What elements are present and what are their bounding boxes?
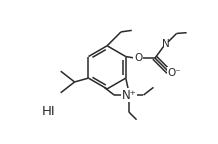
Text: HI: HI (42, 105, 55, 118)
Text: O: O (134, 53, 142, 63)
Text: N: N (162, 39, 170, 49)
Text: O⁻: O⁻ (167, 68, 181, 78)
Text: N⁺: N⁺ (121, 89, 136, 102)
